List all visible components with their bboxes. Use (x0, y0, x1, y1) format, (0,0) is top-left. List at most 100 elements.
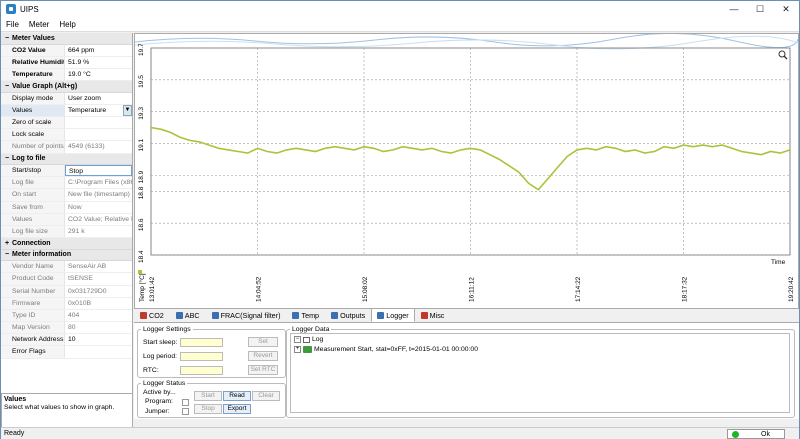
tree-entry-label: Measurement Start, stat=0xFF, t=2015-01-… (314, 346, 478, 353)
firmware-value: 0x010B (68, 299, 92, 307)
temp-value: 19.0 °C (68, 70, 91, 78)
start-stop-label: Start/stop (1, 165, 65, 177)
clear-button[interactable]: Clear (252, 391, 280, 401)
tab-misc[interactable]: Misc (415, 309, 451, 322)
x-axis-label: Time (771, 259, 786, 266)
rtc-input[interactable] (180, 366, 223, 375)
log-values-value[interactable]: CO2 Value; Relative H (68, 215, 132, 223)
log-file-value[interactable]: C:\Program Files (x86) (68, 179, 132, 187)
log-tree[interactable]: − Log + Measurement Start, stat=0xFF, t=… (290, 333, 790, 413)
rh-label: Relative Humidity (1, 56, 65, 68)
x-tick-label: 16:11:12 (469, 277, 476, 302)
window-title: UIPS (20, 4, 39, 14)
save-from-value[interactable]: Now (68, 203, 82, 211)
export-button[interactable]: Export (223, 404, 251, 414)
tab-outputs[interactable]: Outputs (325, 309, 371, 322)
menu-help[interactable]: Help (59, 19, 76, 29)
firmware-label: Firmware (1, 297, 65, 309)
logger-settings-legend: Logger Settings (143, 326, 191, 333)
wave-decoration (134, 35, 799, 50)
lock-scale-value[interactable] (65, 129, 132, 140)
magnifier-icon[interactable] (778, 50, 788, 60)
x-tick-label: 19:20:42 (788, 276, 795, 302)
y-axis-label: Temp [°C] (138, 273, 146, 302)
section-connection[interactable]: + Connection (1, 238, 132, 250)
tab-temp[interactable]: Temp (286, 309, 325, 322)
jumper-checkbox[interactable] (182, 408, 189, 415)
tab-abc[interactable]: ABC (170, 309, 206, 322)
chevron-down-icon[interactable]: ▼ (123, 104, 132, 116)
x-tick-label: 14:04:52 (256, 276, 263, 302)
values-dropdown[interactable]: Temperature ▼ (65, 104, 132, 116)
logger-status-group: Logger Status (137, 380, 286, 418)
section-title: Log to file (12, 155, 46, 163)
minimize-button[interactable]: — (729, 4, 739, 14)
active-by-label: Active by... (143, 389, 176, 396)
log-period-input[interactable] (180, 352, 223, 361)
expand-icon[interactable]: + (4, 239, 10, 247)
display-mode-value[interactable]: User zoom (68, 94, 101, 102)
on-start-value[interactable]: New file (timestamp) (68, 191, 130, 199)
tab-frac-signal-filter[interactable]: FRAC(Signal filter) (206, 309, 287, 322)
close-button[interactable]: ✕ (782, 4, 790, 14)
x-tick-label: 15:08:02 (362, 276, 369, 302)
section-meter-values[interactable]: − Meter Values (1, 33, 132, 45)
zero-scale-label: Zero of scale (1, 116, 65, 129)
collapse-icon[interactable]: − (4, 82, 10, 90)
collapse-icon[interactable]: − (4, 34, 10, 42)
tab-label: ABC (184, 311, 200, 320)
app-icon (6, 4, 16, 14)
section-title: Connection (12, 239, 51, 247)
error-flags-value (65, 346, 132, 357)
menu-file[interactable]: File (6, 19, 19, 29)
menu-bar: File Meter Help (1, 17, 799, 32)
x-tick-label: 17:14:22 (575, 276, 582, 302)
on-start-label: On start (1, 189, 65, 201)
zero-scale-value[interactable] (65, 117, 132, 128)
collapse-icon[interactable]: − (294, 336, 301, 343)
section-value-graph[interactable]: − Value Graph (Alt+g) (1, 81, 132, 93)
read-button[interactable]: Read (223, 391, 251, 401)
network-address-label: Network Address (1, 334, 65, 346)
stop-button[interactable]: Stop (194, 404, 222, 414)
rtc-label: RTC: (143, 367, 159, 374)
revert-button[interactable]: Revert (248, 351, 278, 361)
section-title: Value Graph (Alt+g) (12, 82, 78, 90)
tab-icon (175, 312, 183, 319)
set-rtc-button[interactable]: Set RTC (248, 365, 278, 375)
vendor-value: SenseAir AB (68, 263, 107, 271)
network-address-value[interactable]: 10 (68, 336, 76, 344)
section-log-to-file[interactable]: − Log to file (1, 153, 132, 165)
collapse-icon[interactable]: − (4, 251, 10, 259)
section-meter-information[interactable]: − Meter information (1, 249, 132, 262)
expand-icon[interactable]: + (294, 346, 301, 353)
tree-entry[interactable]: + Measurement Start, stat=0xFF, t=2015-0… (294, 346, 478, 353)
log-values-label: Values (1, 213, 65, 225)
logger-settings-group: Logger Settings (137, 326, 286, 378)
y-tick-label: 18.6 (138, 218, 145, 231)
y-tick-label: 19.3 (138, 107, 145, 120)
co2-value: 664 ppm (68, 46, 95, 54)
program-checkbox[interactable] (182, 399, 189, 406)
tab-logger[interactable]: Logger (371, 308, 415, 322)
chart-area[interactable]: 19.7 19.5 19.3 19.1 18.9 18.8 18.6 18.4 13:01:4… (134, 33, 799, 309)
lock-scale-label: Lock scale (1, 129, 65, 141)
chart-grid (150, 47, 791, 256)
y-tick-label: 19.1 (138, 139, 145, 152)
logger-data-group: Logger Data (286, 326, 795, 418)
menu-meter[interactable]: Meter (28, 19, 50, 29)
start-sleep-input[interactable] (180, 338, 223, 347)
tree-root[interactable]: − Log (294, 336, 323, 343)
maximize-button[interactable]: ☐ (755, 4, 765, 14)
tab-co2[interactable]: CO2 (134, 309, 170, 322)
set-button[interactable]: Set (248, 337, 278, 347)
logger-data-legend: Logger Data (292, 326, 330, 333)
section-title: Meter Values (12, 34, 55, 42)
start-button[interactable]: Start (194, 391, 222, 401)
collapse-icon[interactable]: − (4, 155, 10, 163)
temperature-chart[interactable]: 19.7 19.5 19.3 19.1 18.9 18.8 18.6 18.4 13:01:4… (134, 33, 799, 308)
start-stop-value[interactable]: Stop (65, 165, 132, 177)
logger-status-legend: Logger Status (143, 380, 186, 387)
temperature-series-line (150, 126, 791, 191)
map-version-label: Map Version (1, 322, 65, 334)
